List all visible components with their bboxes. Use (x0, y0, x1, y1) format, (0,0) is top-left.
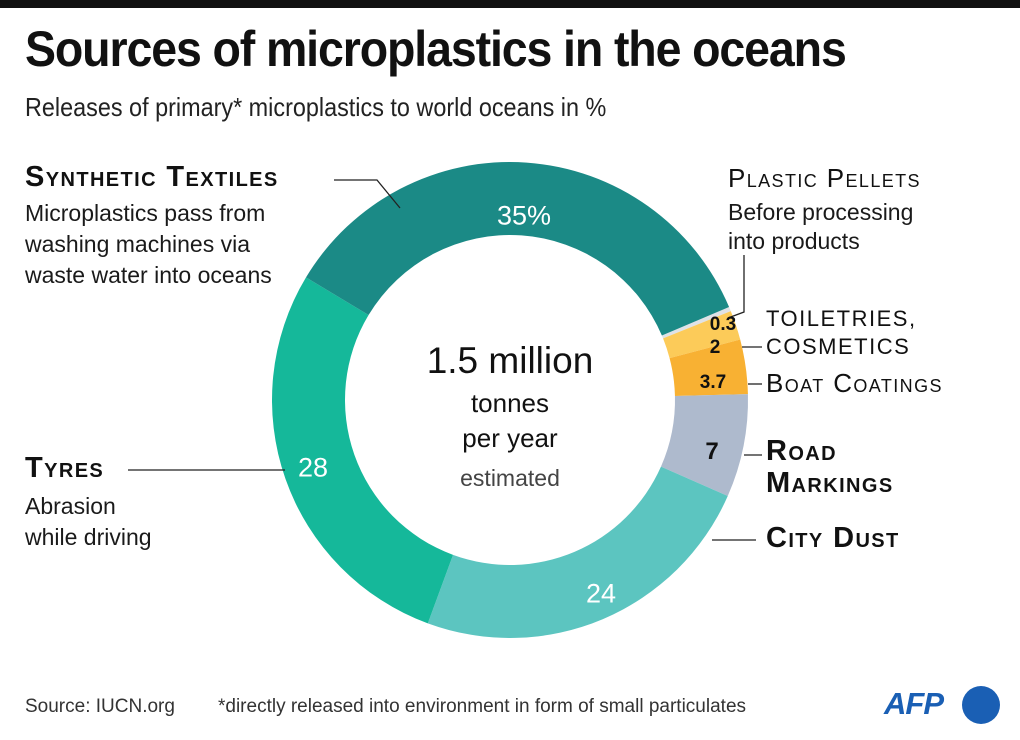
label-road-markings-line-2: Markings (766, 467, 894, 499)
label-tyres-desc-1: Abrasion (25, 493, 116, 519)
label-toiletries-line-2: cosmetics (766, 334, 911, 359)
label-pellets-title: Plastic Pellets (728, 163, 921, 193)
label-textiles-desc-2: washing machines via (25, 231, 251, 257)
donut-segment-tyres (272, 277, 454, 624)
value-boat-coatings: 3.7 (699, 372, 727, 393)
label-textiles-desc-1: Microplastics pass from (25, 200, 266, 226)
label-pellets-desc-1: Before processing (728, 199, 914, 225)
leader-line-textiles (334, 179, 401, 209)
footnote: *directly released into environment in f… (218, 696, 747, 717)
afp-logo-dot (962, 686, 1000, 724)
donut-segment-toiletries-cosmetics (663, 311, 741, 359)
value-textiles: 35% (496, 200, 552, 231)
donut-segment-road-markings (660, 394, 748, 497)
value-toiletries: 2 (709, 337, 721, 358)
center-qualifier: estimated (460, 465, 560, 491)
donut-segment-plastic-pellets (661, 307, 731, 339)
donut-segment-synthetic-textiles (305, 161, 730, 336)
label-tyres-title: Tyres (25, 452, 105, 484)
label-textiles-desc-3: waste water into oceans (25, 262, 272, 288)
label-road-markings-line-1: Road (766, 435, 837, 467)
afp-logo: AFP (884, 684, 1000, 724)
value-pellets: 0.3 (709, 314, 737, 335)
label-tyres-desc-2: while driving (25, 524, 152, 550)
top-bar (0, 0, 1020, 8)
value-road-markings: 7 (705, 438, 719, 465)
donut-segment-boat-coatings (669, 339, 748, 396)
afp-logo-text: AFP (884, 686, 944, 721)
label-pellets-desc-2: into products (728, 228, 860, 254)
chart-subtitle: Releases of primary* microplastics to wo… (25, 92, 607, 122)
label-textiles-title: Synthetic Textiles (25, 161, 279, 193)
leader-line-pellets (727, 255, 745, 319)
value-tyres: 28 (297, 452, 329, 483)
label-boat-coatings: Boat Coatings (766, 368, 943, 398)
chart-title: Sources of microplastics in the oceans (25, 21, 847, 77)
label-city-dust: City Dust (766, 522, 900, 554)
center-unit-line2: per year (462, 423, 558, 453)
source-note: Source: IUCN.org (25, 696, 175, 717)
center-unit-line1: tonnes (470, 388, 550, 418)
label-toiletries-line-1: toiletries, (766, 306, 917, 331)
value-city-dust: 24 (585, 578, 617, 609)
center-amount: 1.5 million (426, 340, 594, 381)
donut-segment-city-dust (427, 466, 728, 639)
